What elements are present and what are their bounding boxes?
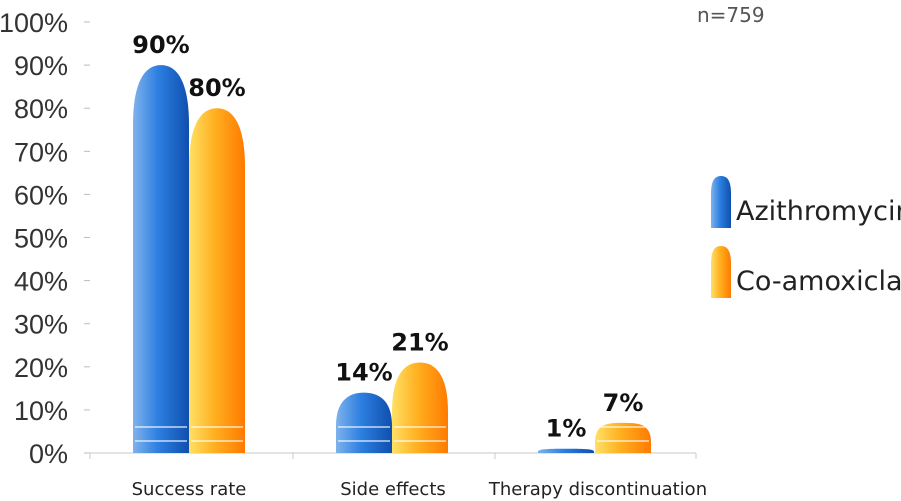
bars	[133, 65, 651, 453]
sample-size-note: n=759	[697, 3, 765, 27]
bar-co-amoxiclav-3	[595, 422, 651, 453]
y-tick-label: 20%	[14, 353, 68, 383]
bar-azithromycin-3	[538, 448, 594, 453]
legend-label: Co-amoxiclav	[736, 266, 901, 297]
x-category-label: Success rate	[132, 479, 247, 500]
data-labels: 90% 14% 1% 80% 21% 7%	[132, 31, 643, 443]
y-tick-label: 0%	[29, 439, 68, 469]
y-tick-label: 100%	[0, 8, 68, 38]
legend-label: Azithromycin	[736, 196, 901, 227]
legend-swatch	[711, 176, 731, 228]
data-label: 14%	[335, 359, 392, 387]
data-label: 21%	[391, 328, 448, 356]
bar-co-amoxiclav-1	[189, 108, 245, 453]
y-tick-label: 60%	[14, 180, 68, 210]
data-label: 1%	[546, 415, 587, 443]
y-tick-label: 80%	[14, 94, 68, 124]
y-tick-label: 70%	[14, 137, 68, 167]
bar-co-amoxiclav-2	[392, 362, 448, 453]
legend-swatch	[711, 246, 731, 298]
y-tick-label: 40%	[14, 267, 68, 297]
x-category-label: Side effects	[340, 479, 446, 500]
y-tick-label: 50%	[14, 224, 68, 254]
x-category-label: Therapy discontinuation	[488, 479, 707, 500]
legend: Azithromycin Co-amoxiclav	[711, 176, 901, 298]
y-tick-label: 30%	[14, 310, 68, 340]
y-tick-label: 90%	[14, 51, 68, 81]
bar-azithromycin-1	[133, 65, 189, 453]
bar-azithromycin-2	[336, 392, 392, 453]
y-tick-label: 10%	[14, 396, 68, 426]
data-label: 90%	[132, 31, 189, 59]
x-axis-labels: Success rate Side effects Therapy disconti…	[132, 479, 707, 500]
data-label: 80%	[188, 74, 245, 102]
data-label: 7%	[603, 389, 644, 417]
